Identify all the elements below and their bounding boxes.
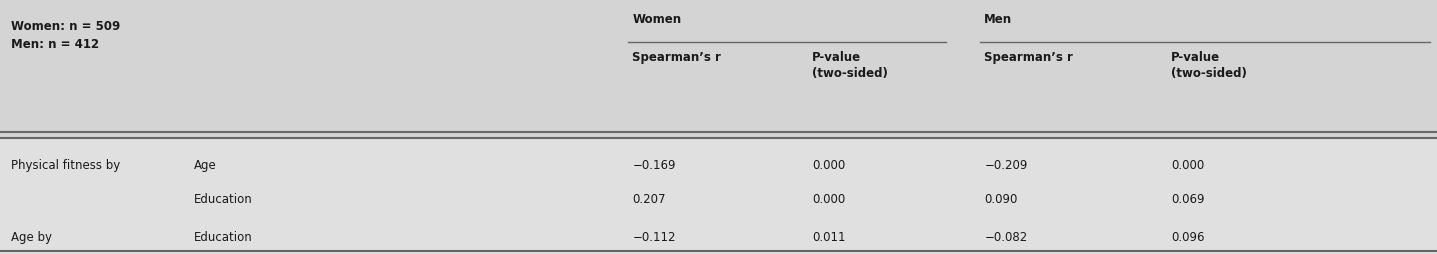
Text: P-value
(two-sided): P-value (two-sided) xyxy=(812,51,888,80)
Text: −0.112: −0.112 xyxy=(632,231,675,244)
Text: 0.096: 0.096 xyxy=(1171,231,1204,244)
Text: Men: Men xyxy=(984,13,1013,26)
Text: 0.000: 0.000 xyxy=(812,193,845,206)
Text: Spearman’s r: Spearman’s r xyxy=(632,51,721,64)
Text: Women: n = 509
Men: n = 412: Women: n = 509 Men: n = 412 xyxy=(11,20,121,51)
Text: Education: Education xyxy=(194,193,253,206)
Text: −0.169: −0.169 xyxy=(632,159,675,172)
Text: 0.090: 0.090 xyxy=(984,193,1017,206)
Text: −0.082: −0.082 xyxy=(984,231,1027,244)
Text: 0.000: 0.000 xyxy=(1171,159,1204,172)
Text: Spearman’s r: Spearman’s r xyxy=(984,51,1073,64)
Text: Age: Age xyxy=(194,159,217,172)
Text: 0.069: 0.069 xyxy=(1171,193,1204,206)
Bar xyxy=(0,138,1437,254)
Text: P-value
(two-sided): P-value (two-sided) xyxy=(1171,51,1247,80)
Text: 0.011: 0.011 xyxy=(812,231,845,244)
Text: Age by: Age by xyxy=(11,231,53,244)
Text: Physical fitness by: Physical fitness by xyxy=(11,159,121,172)
Bar xyxy=(0,0,1437,138)
Text: Education: Education xyxy=(194,231,253,244)
Text: −0.209: −0.209 xyxy=(984,159,1027,172)
Text: 0.000: 0.000 xyxy=(812,159,845,172)
Text: Women: Women xyxy=(632,13,681,26)
Text: 0.207: 0.207 xyxy=(632,193,665,206)
